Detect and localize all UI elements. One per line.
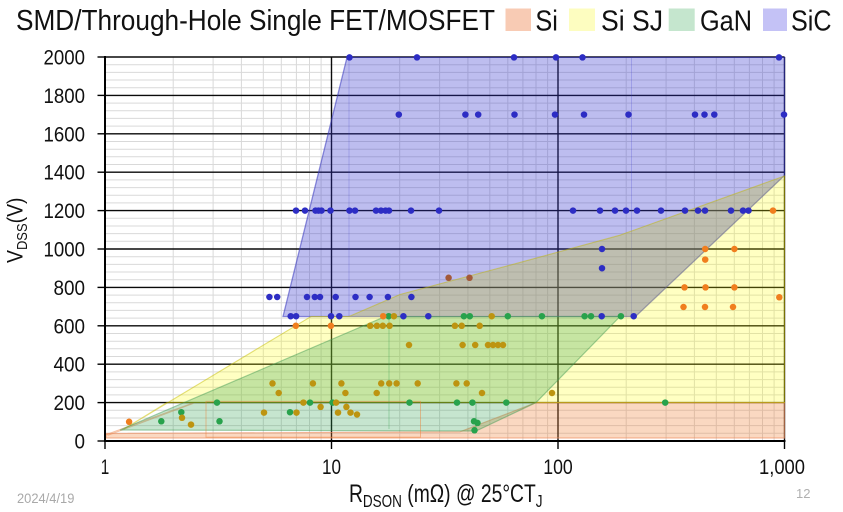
svg-text:800: 800 [54, 277, 86, 300]
svg-text:GaN: GaN [700, 5, 752, 37]
svg-text:12: 12 [796, 486, 810, 501]
svg-text:400: 400 [54, 354, 86, 377]
svg-text:2000: 2000 [44, 47, 86, 70]
svg-text:1: 1 [101, 455, 110, 479]
svg-text:1000: 1000 [44, 239, 86, 262]
svg-text:0: 0 [75, 431, 86, 454]
svg-text:1,000: 1,000 [759, 455, 805, 479]
svg-text:100: 100 [543, 455, 573, 479]
svg-text:Si SJ: Si SJ [601, 5, 663, 37]
svg-text:10: 10 [322, 455, 341, 479]
svg-text:600: 600 [54, 315, 86, 338]
svg-text:200: 200 [54, 392, 86, 415]
svg-text:2024/4/19: 2024/4/19 [17, 491, 74, 506]
svg-text:SiC: SiC [791, 5, 832, 37]
svg-text:1600: 1600 [44, 123, 86, 146]
svg-text:1200: 1200 [44, 200, 86, 223]
svg-text:SMD/Through-Hole Single FET/MO: SMD/Through-Hole Single FET/MOSFET [16, 5, 495, 37]
svg-text:Si: Si [535, 5, 558, 37]
svg-text:1400: 1400 [44, 162, 86, 185]
svg-text:RDSON (mΩ) @ 25°CTJ: RDSON (mΩ) @ 25°CTJ [349, 480, 543, 511]
svg-text:1800: 1800 [44, 85, 86, 108]
